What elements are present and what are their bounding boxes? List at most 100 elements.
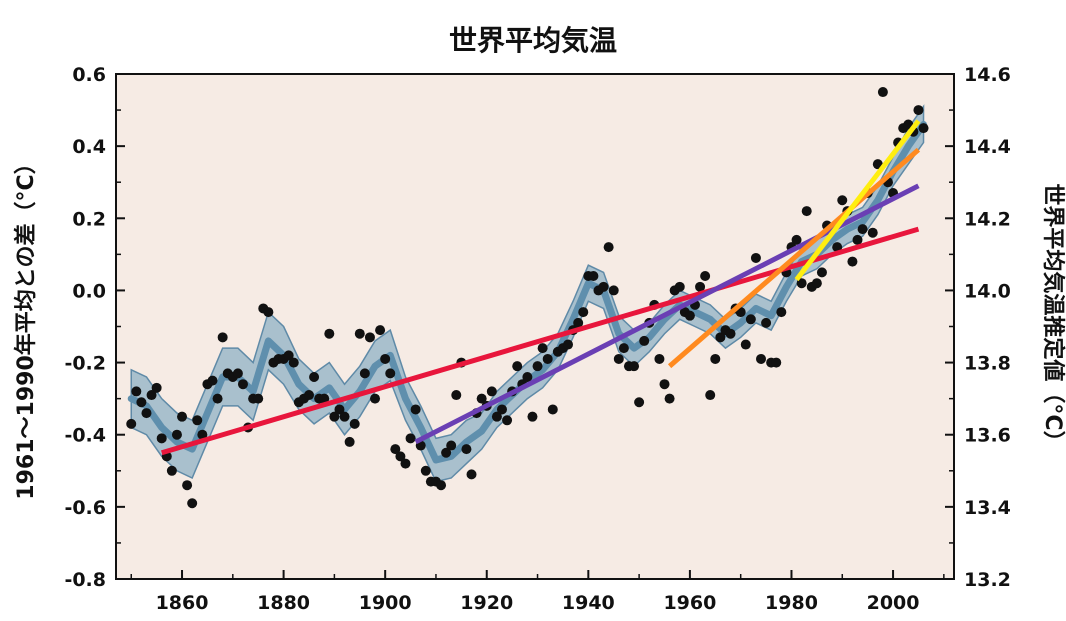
data-point-1895 bbox=[354, 328, 365, 339]
data-point-1930 bbox=[532, 361, 543, 372]
data-point-1978 bbox=[776, 307, 787, 318]
data-point-1992 bbox=[847, 256, 858, 267]
x-tick-label: 1880 bbox=[257, 592, 310, 614]
data-point-1888 bbox=[319, 393, 330, 404]
data-point-1872 bbox=[237, 379, 248, 390]
data-point-1851 bbox=[131, 386, 142, 397]
data-point-1898 bbox=[370, 393, 381, 404]
right-tick-label: 13.6 bbox=[964, 425, 1011, 447]
left-tick-label: 0.2 bbox=[72, 208, 106, 230]
data-point-1951 bbox=[639, 335, 650, 346]
data-point-1950 bbox=[634, 397, 645, 408]
right-tick-label: 14.4 bbox=[964, 136, 1011, 158]
trend-line-50yr bbox=[667, 147, 921, 369]
data-point-1861 bbox=[182, 480, 193, 491]
data-point-1858 bbox=[166, 465, 177, 476]
data-point-1949 bbox=[629, 361, 640, 372]
data-point-1868 bbox=[217, 332, 228, 343]
data-point-1908 bbox=[420, 465, 431, 476]
data-point-1972 bbox=[745, 314, 756, 325]
data-point-1875 bbox=[253, 393, 264, 404]
right-tick-label: 13.4 bbox=[964, 497, 1011, 519]
right-tick-label: 13.2 bbox=[964, 569, 1011, 591]
data-point-1990 bbox=[837, 195, 848, 206]
data-point-1944 bbox=[603, 242, 614, 253]
data-point-1931 bbox=[537, 343, 548, 354]
data-point-1963 bbox=[700, 271, 711, 281]
data-point-1982 bbox=[796, 278, 807, 289]
left-tick-label: -0.6 bbox=[64, 497, 106, 519]
right-tick-label: 14.2 bbox=[964, 208, 1011, 230]
data-point-1926 bbox=[512, 361, 523, 372]
trend-lines bbox=[161, 119, 921, 456]
data-point-1906 bbox=[410, 404, 421, 415]
data-point-1881 bbox=[283, 350, 294, 361]
data-point-1939 bbox=[578, 307, 589, 318]
data-point-1932 bbox=[542, 353, 553, 364]
data-point-1924 bbox=[502, 415, 513, 426]
data-point-1901 bbox=[385, 368, 396, 379]
data-point-1938 bbox=[573, 317, 584, 328]
left-axis-label: 1961〜1990年平均との差（°C） bbox=[13, 152, 39, 499]
data-point-1993 bbox=[852, 234, 863, 245]
data-point-1897 bbox=[364, 332, 375, 343]
plot-area bbox=[115, 73, 955, 580]
data-point-1983 bbox=[801, 206, 812, 217]
data-point-1971 bbox=[740, 339, 751, 350]
data-point-1973 bbox=[750, 252, 761, 263]
data-point-1894 bbox=[349, 418, 360, 429]
left-tick-label: -0.4 bbox=[64, 425, 106, 447]
data-point-1998 bbox=[877, 87, 888, 98]
data-point-1955 bbox=[659, 379, 670, 390]
data-point-1891 bbox=[334, 404, 345, 415]
data-point-1958 bbox=[674, 281, 685, 292]
data-point-1964 bbox=[705, 390, 716, 401]
data-point-1985 bbox=[811, 278, 822, 289]
data-point-1877 bbox=[263, 307, 274, 318]
data-point-1854 bbox=[146, 390, 157, 401]
trend-line-150yr bbox=[161, 226, 920, 456]
left-tick-label: 0.4 bbox=[72, 136, 106, 158]
data-point-1860 bbox=[177, 411, 188, 422]
data-point-1900 bbox=[380, 353, 391, 364]
data-point-2006 bbox=[918, 123, 929, 134]
right-axis-label: 世界平均気温推定値（°C） bbox=[1040, 183, 1066, 452]
data-point-1896 bbox=[359, 368, 370, 379]
left-tick-label: 0.0 bbox=[72, 280, 106, 302]
data-point-1941 bbox=[588, 271, 599, 281]
data-point-1913 bbox=[446, 440, 457, 451]
chart-title: 世界平均気温 bbox=[449, 24, 617, 57]
data-point-1863 bbox=[192, 415, 203, 426]
data-point-1899 bbox=[375, 325, 386, 336]
data-point-1856 bbox=[156, 433, 167, 444]
data-point-2005 bbox=[913, 105, 924, 116]
data-point-1968 bbox=[725, 328, 736, 339]
data-point-1890 bbox=[329, 411, 340, 422]
data-point-1882 bbox=[288, 357, 299, 368]
data-point-1912 bbox=[441, 447, 452, 458]
data-point-1996 bbox=[867, 227, 878, 238]
x-tick-label: 1940 bbox=[562, 592, 615, 614]
data-point-1928 bbox=[522, 372, 533, 382]
data-point-1889 bbox=[324, 328, 335, 339]
data-point-1853 bbox=[141, 408, 152, 419]
data-point-1850 bbox=[126, 418, 137, 429]
data-point-1947 bbox=[618, 343, 629, 354]
data-point-1921 bbox=[486, 386, 497, 397]
data-point-1904 bbox=[400, 458, 411, 469]
data-point-1859 bbox=[171, 429, 182, 440]
data-point-1956 bbox=[664, 393, 675, 404]
data-point-1946 bbox=[613, 353, 624, 364]
data-point-1929 bbox=[527, 411, 538, 422]
data-point-1965 bbox=[710, 353, 721, 364]
x-tick-label: 1960 bbox=[663, 592, 716, 614]
data-point-1862 bbox=[187, 498, 198, 509]
data-point-1866 bbox=[207, 375, 218, 386]
data-point-1975 bbox=[761, 317, 772, 328]
right-tick-label: 13.8 bbox=[964, 353, 1011, 375]
data-point-1892 bbox=[339, 411, 350, 422]
data-point-1986 bbox=[816, 267, 827, 278]
data-point-1962 bbox=[695, 281, 706, 292]
left-tick-label: 0.6 bbox=[72, 64, 106, 86]
